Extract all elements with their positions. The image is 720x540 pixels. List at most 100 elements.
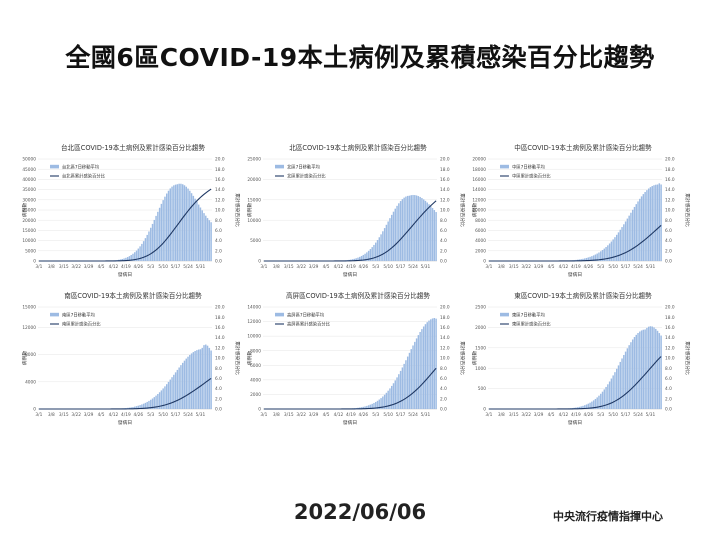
y2-tick-label: 14.0 xyxy=(215,187,225,193)
bar xyxy=(421,198,423,261)
organization-name: 中央流行疫情指揮中心 xyxy=(553,510,663,523)
cumulative-line xyxy=(263,200,437,262)
y2-axis-label: 累計感染百分比 xyxy=(684,341,691,375)
x-tick-label: 5/31 xyxy=(421,264,431,270)
chart-panel-taipei: 台北區COVID-19本土病例及累計感染百分比趨勢 0 5000 10000 15000… xyxy=(21,142,244,292)
bar xyxy=(196,201,198,261)
bar xyxy=(190,353,193,409)
bar xyxy=(614,237,616,261)
bar xyxy=(144,238,147,261)
bar xyxy=(578,259,581,261)
x-tick-label: 4/12 xyxy=(334,412,344,418)
y2-tick-label: 6.0 xyxy=(440,228,447,234)
bar xyxy=(600,393,602,409)
bar xyxy=(183,360,186,409)
bar xyxy=(412,194,414,261)
bar xyxy=(135,250,138,261)
x-tick-label: 5/10 xyxy=(383,264,393,270)
bar xyxy=(371,403,373,409)
bar xyxy=(612,239,614,261)
legend-label: 北區累計感染百分比 xyxy=(287,173,326,180)
y-tick-label: 4000 xyxy=(25,379,36,385)
bar xyxy=(403,197,405,261)
bar xyxy=(189,190,191,261)
y-axis-label: 病例數 xyxy=(21,203,28,218)
bar xyxy=(633,206,636,261)
bar xyxy=(121,258,124,261)
bar xyxy=(380,398,382,409)
bar xyxy=(151,223,154,261)
bar xyxy=(351,259,354,261)
y-axis-label: 病例數 xyxy=(246,203,253,218)
y2-tick-label: 16.0 xyxy=(215,325,225,331)
x-tick-label: 5/17 xyxy=(396,412,406,418)
bar xyxy=(598,252,600,261)
bar xyxy=(592,255,595,261)
y2-tick-label: 8.0 xyxy=(665,366,672,372)
bar xyxy=(601,250,604,261)
bar xyxy=(376,400,379,409)
y-tick-label: 6000 xyxy=(475,228,486,234)
x-tick-label: 3/22 xyxy=(521,412,531,418)
x-tick-label: 5/10 xyxy=(158,412,168,418)
bar xyxy=(387,390,389,409)
y-tick-label: 25000 xyxy=(247,157,261,163)
x-tick-label: 3/8 xyxy=(48,412,55,418)
bar xyxy=(382,231,384,261)
cumulative-line xyxy=(263,367,437,410)
bar xyxy=(414,341,416,409)
bar xyxy=(153,397,156,409)
bar xyxy=(610,241,613,261)
bar xyxy=(173,374,175,409)
y2-tick-label: 4.0 xyxy=(440,386,447,392)
y-axis-label: 病例數 xyxy=(471,203,478,218)
x-tick-label: 4/26 xyxy=(133,412,143,418)
y-axis-label: 病例數 xyxy=(246,351,253,366)
bar xyxy=(187,356,189,409)
x-tick-label: 3/22 xyxy=(71,412,81,418)
x-tick-label: 5/24 xyxy=(183,264,193,270)
bar xyxy=(410,349,412,409)
bar xyxy=(126,257,129,261)
y2-axis-label: 累計感染百分比 xyxy=(459,193,466,227)
y-tick-label: 18000 xyxy=(472,167,486,173)
x-tick-label: 5/31 xyxy=(196,264,206,270)
bar xyxy=(580,406,582,409)
bar xyxy=(383,228,386,261)
bar xyxy=(412,345,414,409)
bar xyxy=(205,215,207,261)
y2-tick-label: 0.0 xyxy=(440,407,447,413)
x-tick-label: 3/1 xyxy=(35,412,42,418)
bar xyxy=(610,378,613,409)
bar xyxy=(647,188,650,261)
x-tick-label: 4/12 xyxy=(334,264,344,270)
bar xyxy=(660,335,662,409)
page-title: 全國6區COVID-19本土病例及累積感染百分比趨勢 xyxy=(65,43,655,72)
y2-tick-label: 8.0 xyxy=(215,366,222,372)
legend-bar-swatch xyxy=(500,164,509,169)
bar xyxy=(162,388,164,409)
bar xyxy=(431,208,434,261)
bar xyxy=(192,352,195,409)
legend-label: 中區7日移動平均 xyxy=(512,163,545,170)
bar xyxy=(134,406,136,409)
bar xyxy=(592,400,595,409)
legend-label: 南區累計感染百分比 xyxy=(62,321,101,328)
x-tick-label: 3/15 xyxy=(59,264,69,270)
bar xyxy=(178,367,180,409)
bar xyxy=(615,368,618,409)
bar xyxy=(176,184,179,261)
y2-tick-label: 20.0 xyxy=(665,157,675,163)
x-tick-label: 3/15 xyxy=(59,412,69,418)
x-tick-label: 4/19 xyxy=(346,264,356,270)
bar xyxy=(139,405,141,409)
bar xyxy=(415,195,418,261)
x-tick-label: 5/17 xyxy=(171,412,181,418)
bar xyxy=(621,227,623,261)
bar xyxy=(631,209,634,261)
bar xyxy=(406,356,409,409)
y-tick-label: 12000 xyxy=(247,319,261,325)
legend-label: 台北區7日移動平均 xyxy=(62,163,99,170)
x-tick-label: 5/31 xyxy=(646,264,656,270)
bar xyxy=(150,399,152,409)
